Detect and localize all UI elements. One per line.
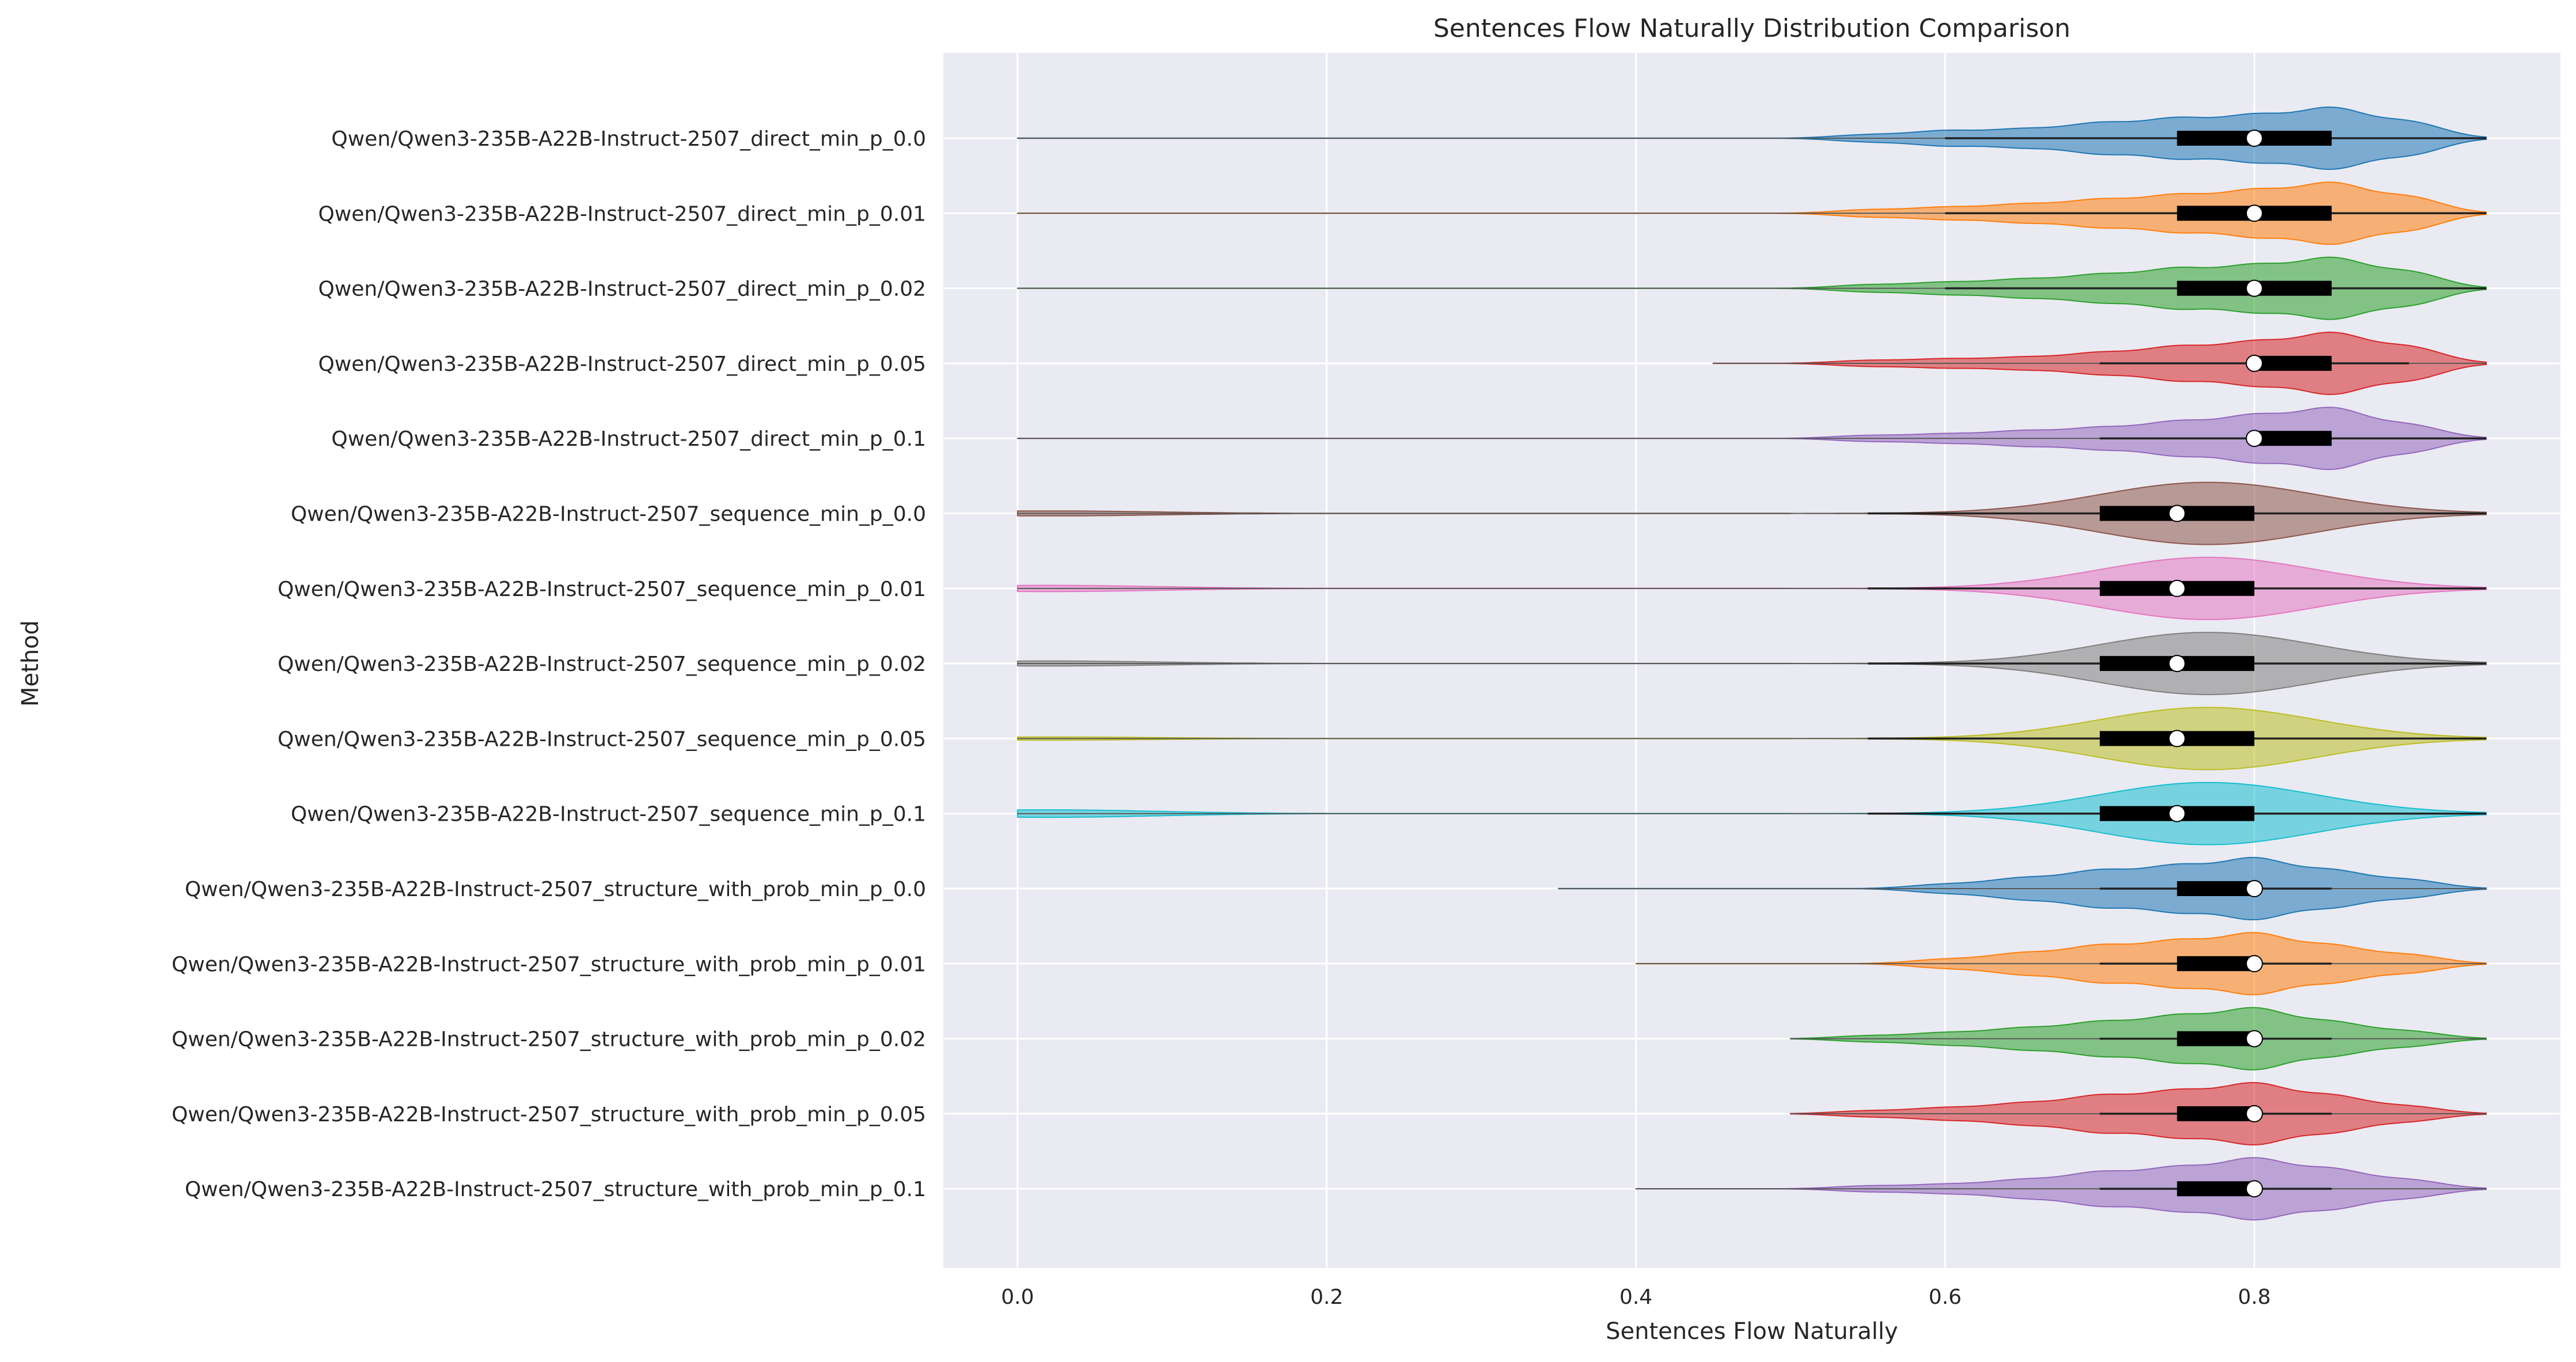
- violin-median-marker: [2245, 204, 2263, 222]
- violin-iqr-box: [2177, 1031, 2255, 1046]
- violin-median-marker: [2245, 955, 2263, 973]
- x-tick-label: 0.8: [2238, 1285, 2271, 1309]
- y-category-label: Qwen/Qwen3-235B-A22B-Instruct-2507_struc…: [185, 878, 926, 901]
- violin-median-marker: [2245, 354, 2263, 372]
- y-category-label: Qwen/Qwen3-235B-A22B-Instruct-2507_seque…: [278, 578, 926, 601]
- violin-iqr-box: [2177, 956, 2255, 972]
- chart-title: Sentences Flow Naturally Distribution Co…: [1433, 14, 2070, 43]
- violin-median-marker: [2168, 655, 2186, 673]
- x-tick-label: 0.6: [1929, 1285, 1962, 1309]
- y-category-label: Qwen/Qwen3-235B-A22B-Instruct-2507_seque…: [291, 803, 926, 826]
- violin-median-marker: [2245, 430, 2263, 447]
- y-category-label: Qwen/Qwen3-235B-A22B-Instruct-2507_direc…: [318, 202, 927, 226]
- x-tick-label: 0.4: [1619, 1285, 1652, 1309]
- y-category-label: Qwen/Qwen3-235B-A22B-Instruct-2507_direc…: [318, 352, 927, 376]
- y-category-label: Qwen/Qwen3-235B-A22B-Instruct-2507_struc…: [172, 1103, 926, 1126]
- x-tick-label: 0.0: [1001, 1285, 1034, 1309]
- y-category-label: Qwen/Qwen3-235B-A22B-Instruct-2507_struc…: [172, 953, 926, 976]
- y-category-label: Qwen/Qwen3-235B-A22B-Instruct-2507_struc…: [185, 1178, 926, 1201]
- violin-median-marker: [2245, 1105, 2263, 1122]
- x-axis-label: Sentences Flow Naturally: [1606, 1318, 1898, 1345]
- violin-median-marker: [2168, 805, 2186, 822]
- violin-median-marker: [2245, 1030, 2263, 1048]
- x-axis-ticks: 0.0 0.2 0.4 0.6 0.8: [1001, 1285, 2271, 1309]
- violin-median-marker: [2168, 579, 2186, 597]
- violin-median-marker: [2168, 730, 2186, 748]
- y-category-label: Qwen/Qwen3-235B-A22B-Instruct-2507_seque…: [278, 652, 926, 676]
- violin-iqr-box: [2177, 1181, 2255, 1197]
- y-category-label: Qwen/Qwen3-235B-A22B-Instruct-2507_direc…: [331, 127, 926, 151]
- violin-median-marker: [2168, 504, 2186, 522]
- violin-iqr-box: [2177, 1106, 2255, 1121]
- y-axis-label: Method: [17, 620, 44, 707]
- violin-median-marker: [2245, 279, 2263, 297]
- y-category-label: Qwen/Qwen3-235B-A22B-Instruct-2507_direc…: [331, 427, 926, 451]
- violin-median-marker: [2245, 130, 2263, 147]
- violin-median-marker: [2245, 880, 2263, 897]
- x-tick-label: 0.2: [1310, 1285, 1343, 1309]
- y-category-label: Qwen/Qwen3-235B-A22B-Instruct-2507_struc…: [172, 1028, 926, 1052]
- violin-iqr-box: [2254, 431, 2332, 446]
- y-category-label: Qwen/Qwen3-235B-A22B-Instruct-2507_seque…: [291, 503, 926, 526]
- violins: [1016, 106, 2487, 1221]
- violin-iqr-box: [2177, 881, 2255, 896]
- violin-median-marker: [2245, 1180, 2263, 1198]
- y-category-label: Qwen/Qwen3-235B-A22B-Instruct-2507_seque…: [278, 727, 926, 751]
- y-axis-categories: Qwen/Qwen3-235B-A22B-Instruct-2507_direc…: [172, 127, 926, 1201]
- violin-iqr-box: [2254, 355, 2332, 371]
- y-category-label: Qwen/Qwen3-235B-A22B-Instruct-2507_direc…: [318, 278, 927, 301]
